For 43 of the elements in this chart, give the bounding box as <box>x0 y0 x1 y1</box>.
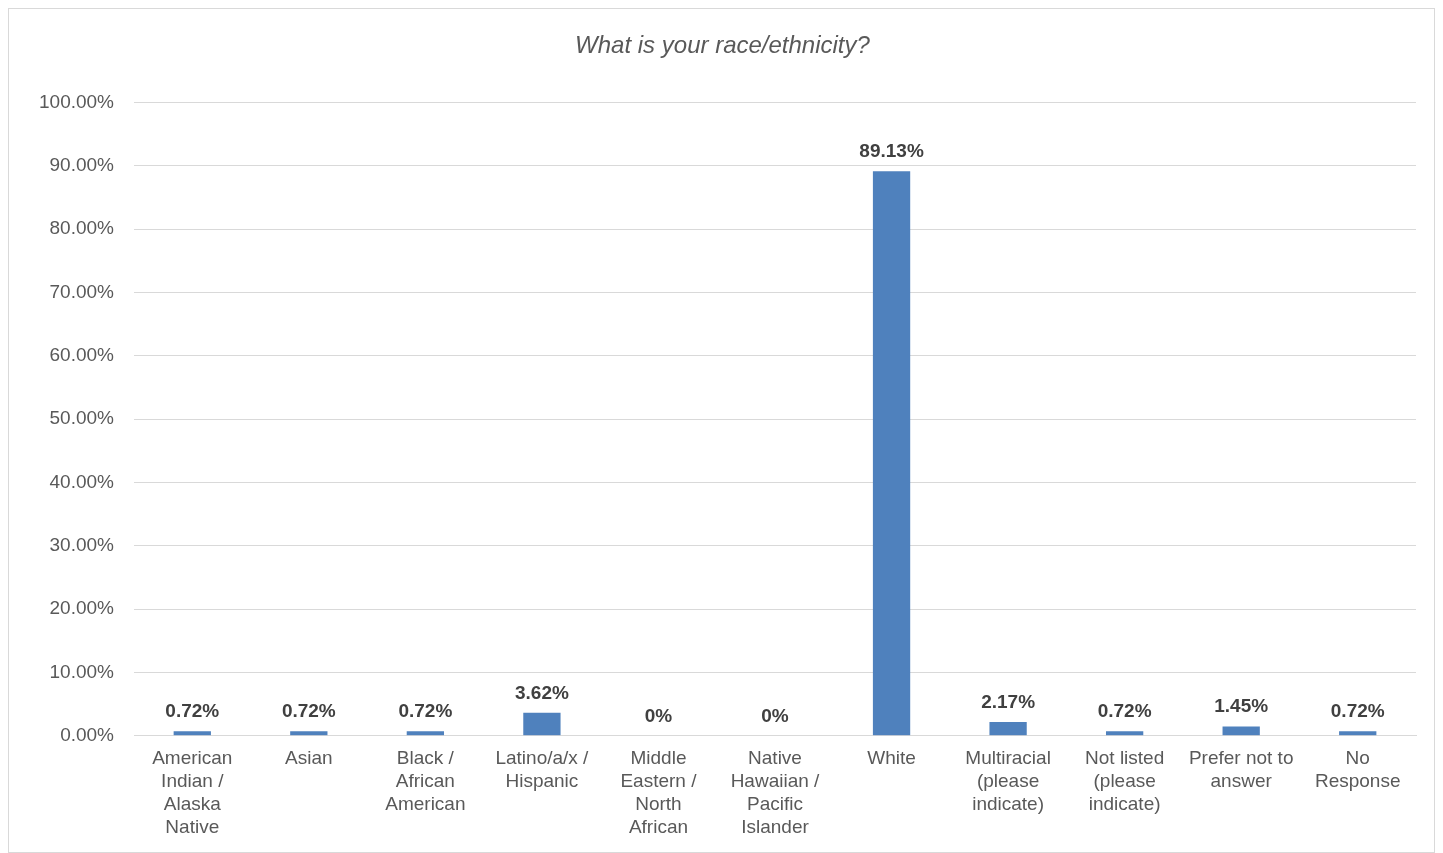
data-label: 89.13% <box>859 139 924 161</box>
y-tick-label: 90.00% <box>49 153 115 175</box>
x-tick-label: American Indian / Alaska Native <box>152 747 233 837</box>
data-label: 1.45% <box>1214 695 1269 717</box>
data-label: 0.72% <box>1097 699 1152 721</box>
y-tick-label: 40.00% <box>49 470 115 492</box>
x-tick-label: Native Hawaiian / Pacific Islander <box>730 747 821 837</box>
x-tick-label: Not listed (please indicate) <box>1085 747 1165 815</box>
x-tick-label: Asian <box>285 747 333 769</box>
bar <box>989 722 1027 736</box>
data-label: 2.17% <box>981 690 1036 712</box>
data-label: 0% <box>761 704 789 726</box>
y-tick-label: 100.00% <box>38 90 115 112</box>
data-label: 0.72% <box>398 699 453 721</box>
y-tick-label: 60.00% <box>49 343 115 365</box>
x-tick-label: White <box>867 747 916 769</box>
y-tick-label: 20.00% <box>49 597 115 619</box>
bar <box>173 731 211 736</box>
bar <box>523 712 561 736</box>
x-tick-label: Prefer not to answer <box>1188 747 1294 792</box>
y-tick-label: 30.00% <box>49 534 115 556</box>
x-tick-label: Middle Eastern / North African <box>620 747 698 837</box>
x-tick-label: Black / African American <box>385 747 466 815</box>
bar <box>1222 726 1260 736</box>
bar <box>290 731 328 736</box>
chart-title: What is your race/ethnicity? <box>574 31 871 59</box>
y-tick-label: 80.00% <box>49 217 115 239</box>
y-tick-label: 70.00% <box>49 280 115 302</box>
bar <box>872 171 911 736</box>
x-tick-label: Latino/a/x / Hispanic <box>495 747 590 792</box>
y-tick-label: 10.00% <box>49 660 115 682</box>
y-tick-label: 50.00% <box>49 407 115 429</box>
data-label: 0.72% <box>165 699 220 721</box>
x-tick-label: Multiracial (please indicate) <box>965 747 1051 815</box>
data-label: 0.72% <box>281 699 336 721</box>
bar <box>1339 731 1377 736</box>
bar <box>406 731 445 736</box>
data-label: 3.62% <box>514 681 569 703</box>
data-label: 0.72% <box>1330 699 1385 721</box>
data-label: 0% <box>644 704 673 726</box>
bar <box>1105 731 1144 736</box>
x-tick-label: No Response <box>1314 747 1401 792</box>
y-tick-label: 0.00% <box>60 724 115 746</box>
